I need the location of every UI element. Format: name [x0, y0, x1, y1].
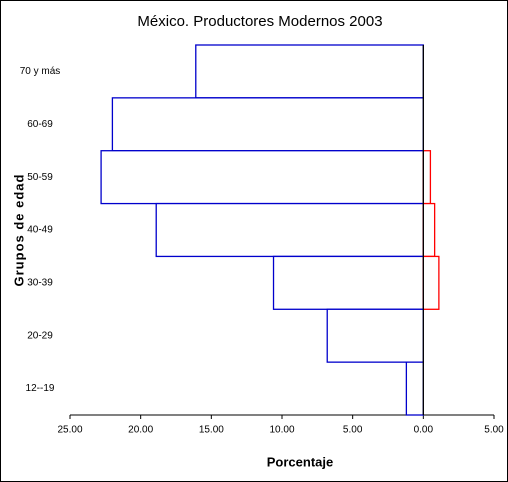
chart-title: México. Productores Modernos 2003 [137, 13, 382, 30]
y-tick-label: 60-69 [27, 119, 53, 130]
y-tick-label: 70 y más [20, 66, 61, 77]
bar [155, 202, 424, 258]
x-tick-label: 5.00 [343, 425, 363, 436]
y-tick-label: 30-39 [27, 277, 53, 288]
y-tick-label: 40-49 [27, 225, 53, 236]
bar [272, 255, 424, 310]
y-tick-label: 12--19 [26, 383, 55, 394]
bar [422, 202, 436, 258]
y-tick-label: 20-29 [27, 330, 53, 341]
bar [422, 150, 432, 205]
bar [422, 255, 440, 310]
bar [405, 361, 424, 416]
bar [195, 44, 424, 99]
bar [111, 97, 424, 152]
bar [326, 308, 424, 363]
x-tick-label: 20.00 [128, 425, 153, 436]
x-tick-label: 15.00 [199, 425, 224, 436]
x-tick-label: 25.00 [57, 425, 82, 436]
bar [100, 150, 424, 205]
x-axis-title: Porcentaje [267, 454, 333, 469]
y-axis-title: Grupos de edad [11, 174, 26, 287]
y-tick-label: 50-59 [27, 172, 53, 183]
x-tick-label: 0.00 [414, 425, 434, 436]
x-tick-label: 10.00 [269, 425, 294, 436]
x-tick-label: 5.00 [484, 425, 504, 436]
